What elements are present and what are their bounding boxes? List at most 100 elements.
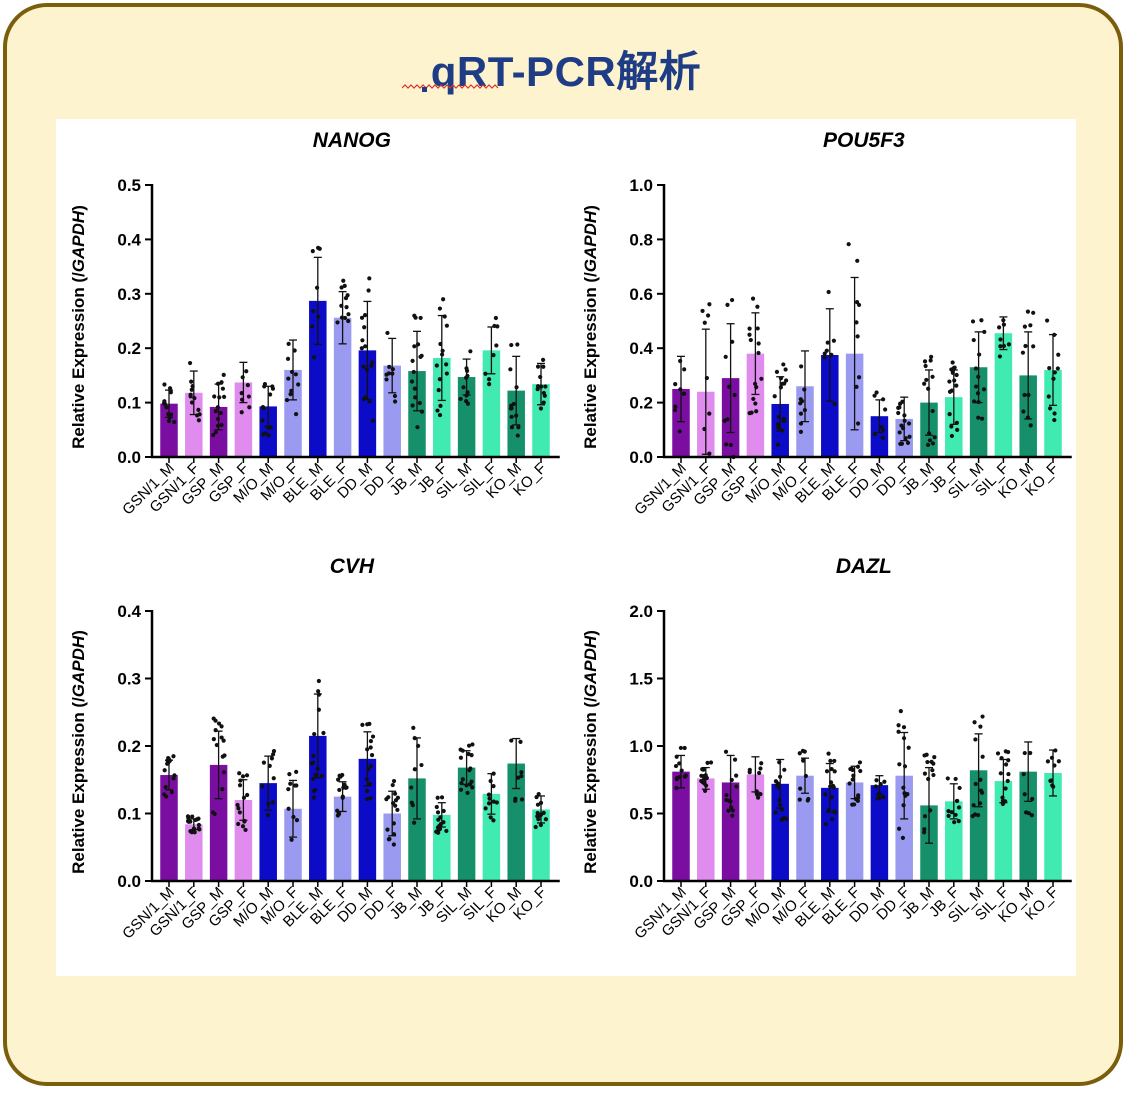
data-point (215, 381, 221, 386)
data-point (391, 842, 396, 847)
data-point (777, 798, 782, 803)
data-point (336, 810, 341, 816)
data-point (855, 258, 860, 263)
data-point (956, 805, 962, 810)
data-point (338, 774, 343, 779)
data-point (493, 315, 498, 321)
data-point (369, 753, 375, 758)
data-point (343, 296, 349, 301)
data-point (797, 751, 802, 756)
data-point (781, 362, 786, 367)
data-point (750, 296, 756, 301)
bar (259, 783, 277, 881)
data-point (847, 781, 852, 786)
data-point (1006, 758, 1011, 763)
data-point (313, 772, 318, 777)
data-point (976, 399, 981, 405)
data-point (997, 325, 1002, 330)
data-point (922, 771, 928, 776)
data-point (487, 796, 492, 801)
data-point (416, 743, 421, 749)
bar (358, 350, 377, 457)
data-point (470, 785, 475, 790)
data-point (265, 813, 271, 818)
data-point (369, 363, 374, 368)
data-point (260, 418, 265, 423)
data-point (900, 426, 906, 431)
data-point (217, 395, 222, 400)
data-point (444, 828, 449, 834)
data-point (321, 730, 326, 736)
data-point (1056, 759, 1061, 764)
data-point (245, 383, 250, 388)
data-point (437, 377, 442, 382)
data-point (436, 828, 441, 834)
data-point (221, 738, 226, 743)
data-point (368, 739, 374, 744)
data-point (1006, 771, 1011, 777)
data-point (239, 410, 244, 415)
bar (358, 758, 377, 881)
data-point (162, 768, 167, 773)
data-point (901, 803, 906, 808)
data-point (922, 359, 928, 364)
bar (482, 793, 501, 881)
data-point (438, 341, 443, 347)
data-point (535, 802, 541, 807)
data-point (292, 348, 297, 353)
chart-title: POU5F3 (823, 129, 905, 152)
data-point (931, 761, 936, 766)
data-point (543, 817, 548, 822)
data-point (976, 374, 981, 379)
data-point (1049, 755, 1055, 760)
data-point (172, 419, 177, 425)
data-point (289, 369, 295, 375)
data-point (707, 451, 712, 456)
y-tick-label: 0.2 (117, 737, 141, 756)
data-point (216, 721, 222, 726)
data-point (855, 764, 861, 769)
data-point (829, 766, 834, 772)
y-axis-label: Relative Expression (/GAPDH) (581, 205, 600, 449)
data-point (1023, 343, 1028, 349)
data-point (682, 745, 687, 751)
bar (721, 782, 740, 881)
data-point (1022, 324, 1027, 329)
data-point (194, 413, 200, 418)
data-point (365, 796, 370, 802)
data-point (186, 815, 191, 821)
data-point (491, 799, 496, 804)
y-tick-label: 0.0 (629, 448, 653, 467)
data-point (391, 832, 397, 837)
data-point (466, 751, 471, 757)
data-point (882, 779, 887, 784)
data-point (906, 745, 911, 750)
data-point (923, 363, 928, 369)
data-point (196, 826, 201, 831)
data-point (677, 761, 682, 766)
data-point (683, 773, 688, 778)
data-point (342, 315, 348, 321)
data-point (729, 777, 734, 783)
data-point (799, 364, 804, 369)
data-point (798, 786, 803, 791)
data-point (367, 276, 372, 281)
bar (309, 300, 327, 457)
data-point (702, 775, 707, 780)
data-point (954, 383, 959, 388)
data-point (932, 435, 937, 440)
data-point (957, 785, 962, 791)
bar (796, 775, 814, 881)
data-point (755, 795, 761, 800)
data-point (458, 787, 464, 792)
bar (870, 785, 889, 881)
data-point (906, 421, 912, 426)
data-point (437, 824, 442, 829)
data-point (515, 775, 521, 780)
data-point (316, 689, 321, 694)
data-point (384, 372, 389, 377)
data-point (830, 783, 836, 788)
data-point (293, 372, 298, 377)
data-point (458, 396, 463, 402)
data-point (190, 814, 195, 819)
